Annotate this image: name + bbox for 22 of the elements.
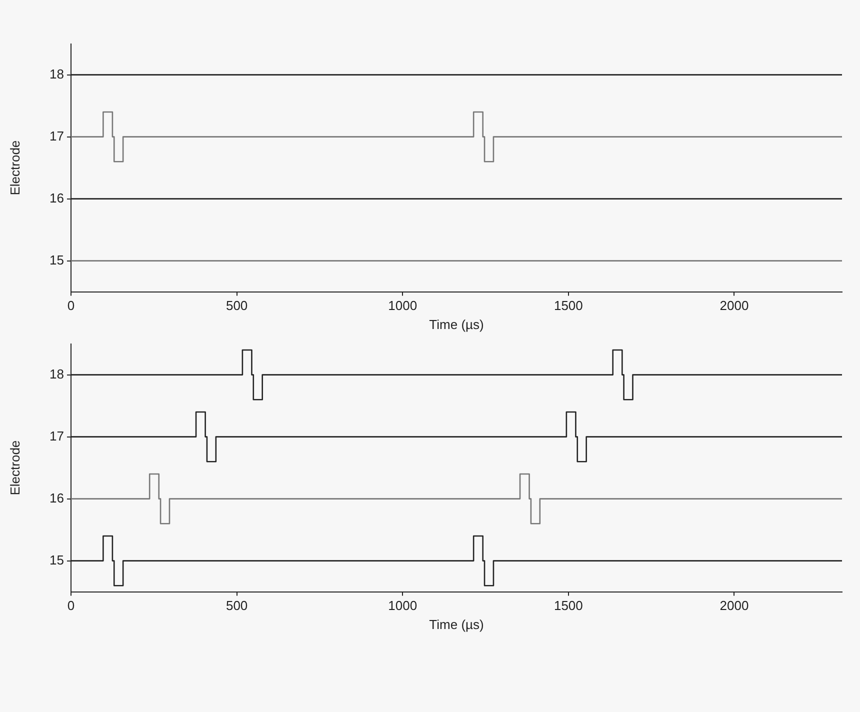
x-tick-label: 1500 [554, 598, 583, 614]
y-tick-label: 15 [50, 252, 64, 268]
x-tick-label: 500 [226, 598, 248, 614]
y-tick-label: 15 [50, 552, 64, 568]
x-tick-label: 2000 [720, 598, 749, 614]
y-tick-label: 18 [50, 366, 64, 382]
x-tick-label: 0 [67, 598, 75, 614]
y-tick-label: 18 [50, 66, 64, 82]
x-tick-label: 1000 [388, 598, 418, 614]
y-tick-label: 17 [50, 428, 64, 444]
y-axis-title: Electrode [7, 140, 22, 196]
x-tick-label: 0 [67, 298, 75, 314]
x-axis-title: Time (µs) [429, 616, 484, 632]
y-tick-label: 16 [50, 190, 64, 206]
x-tick-label: 1500 [554, 298, 583, 314]
y-tick-label: 16 [50, 490, 64, 506]
x-axis-title: Time (µs) [429, 316, 484, 332]
x-tick-label: 500 [226, 298, 248, 314]
y-tick-label: 17 [50, 128, 64, 144]
x-tick-label: 2000 [720, 298, 749, 314]
x-tick-label: 1000 [388, 298, 418, 314]
y-axis-title: Electrode [7, 440, 22, 496]
